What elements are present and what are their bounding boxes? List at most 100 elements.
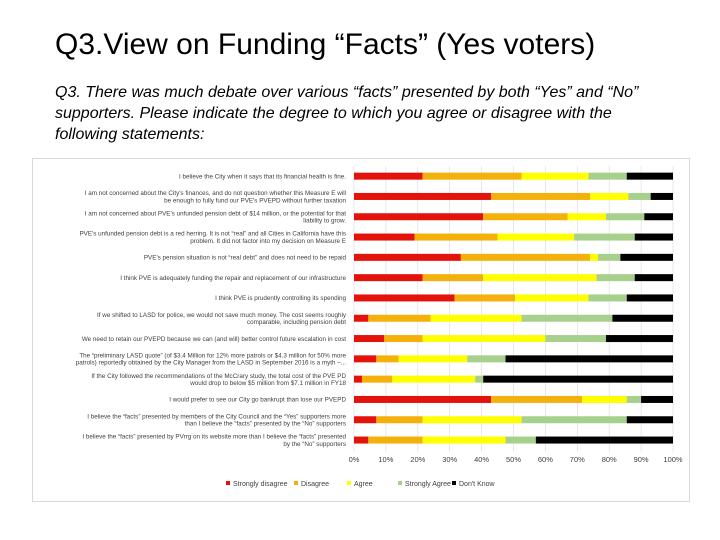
x-tick-label: 10%	[378, 455, 393, 464]
bar-segment	[606, 213, 645, 221]
bar-segment	[354, 253, 461, 261]
bar-segment	[588, 172, 627, 180]
bar-segment	[368, 314, 431, 322]
stacked-bar-chart: I believe the City when it says that its…	[76, 166, 683, 488]
bar-segment	[521, 416, 627, 424]
category-label: than I believe the “facts” presented by …	[185, 421, 346, 428]
bar-segment	[376, 416, 423, 424]
legend-swatch	[294, 481, 298, 485]
category-label: I believe the “facts” presented by membe…	[87, 413, 346, 420]
bar-segment	[354, 294, 455, 302]
bar-segment	[612, 314, 673, 322]
bar-segment	[497, 233, 575, 241]
bar-segment	[422, 172, 522, 180]
bar-segment	[588, 294, 627, 302]
category-label: We need to retain our PVEPD because we c…	[82, 336, 346, 343]
category-label: would drop to below $5 million from $7.1…	[189, 380, 346, 387]
legend-label: Agree	[354, 481, 373, 488]
category-label: by the “No” supporters	[283, 441, 346, 448]
bar-segment	[634, 274, 673, 282]
bar-segment	[354, 375, 362, 383]
bar-segment	[430, 314, 522, 322]
bar-segment	[414, 233, 498, 241]
x-tick-label: 40%	[474, 455, 489, 464]
category-label: I believe the City when it says that its…	[179, 173, 346, 180]
legend-label: Strongly disagree	[233, 481, 288, 488]
category-label: PVE's pension situation is not “real deb…	[144, 255, 347, 262]
bar-segment	[361, 375, 393, 383]
bar-segment	[545, 335, 607, 343]
bar-segment	[620, 253, 673, 261]
bar-segment	[641, 395, 673, 403]
bar-segment	[644, 213, 673, 221]
bar-segment	[650, 192, 673, 200]
bar-segment	[354, 355, 377, 363]
bar-segment	[483, 274, 597, 282]
legend-label: Disagree	[301, 481, 329, 488]
category-label: I think PVE is prudently controlling its…	[215, 295, 346, 302]
bar-segment	[354, 436, 369, 444]
x-tick-label: 30%	[442, 455, 457, 464]
bar-segment	[505, 355, 673, 363]
category-label: I think PVE is adequately funding the re…	[120, 275, 346, 282]
legend-label: Don't Know	[459, 481, 496, 488]
x-tick-label: 70%	[570, 455, 585, 464]
bar-segment	[596, 274, 635, 282]
legend-swatch	[452, 481, 456, 485]
category-label: I believe the “facts” presented by PVrrg…	[82, 434, 346, 441]
bar-segment	[626, 395, 642, 403]
legend-swatch	[398, 481, 402, 485]
bar-segment	[521, 172, 589, 180]
slide-subtitle: Q3. There was much debate over various “…	[55, 84, 639, 143]
bar-segment	[483, 213, 568, 221]
slide-title: Q3.View on Funding “Facts” (Yes voters)	[55, 28, 596, 61]
x-tick-label: 20%	[410, 455, 425, 464]
bar-segment	[582, 395, 627, 403]
bar-segment	[422, 436, 506, 444]
category-label: The “preliminary LASD quote” (of $3.4 Mi…	[79, 352, 346, 359]
category-label: comparable, including pension debt	[247, 319, 346, 326]
x-tick-label: 80%	[602, 455, 617, 464]
bar-segment	[376, 355, 399, 363]
bar-segment	[422, 274, 484, 282]
bar-segment	[354, 314, 369, 322]
category-label: If the City followed the recommendations…	[91, 373, 346, 380]
x-tick-label: 100%	[663, 455, 683, 464]
x-tick-label: 50%	[506, 455, 521, 464]
bar-segment	[505, 436, 536, 444]
bar-segment	[422, 416, 522, 424]
category-label: liability to grow.	[303, 218, 346, 225]
bar-segment	[574, 233, 635, 241]
x-tick-label: 60%	[538, 455, 553, 464]
bar-segment	[354, 192, 492, 200]
category-label: If we shifted to LASD for police, we wou…	[97, 312, 347, 319]
legend-swatch	[226, 481, 230, 485]
bar-segment	[626, 172, 673, 180]
category-label: PVE's unfunded pension debt is a red her…	[79, 231, 346, 238]
bar-segment	[598, 253, 621, 261]
bar-segment	[354, 233, 415, 241]
bar-segment	[392, 375, 476, 383]
category-label: I would prefer to see our City go bankru…	[169, 397, 346, 404]
bar-segment	[491, 395, 583, 403]
bar-segment	[475, 375, 484, 383]
bar-segment	[354, 172, 423, 180]
bar-segment	[634, 233, 673, 241]
x-tick-label: 90%	[634, 455, 649, 464]
bar-segment	[460, 253, 591, 261]
bar-segment	[590, 192, 629, 200]
category-label: be enough to fully fund our PVE's PVEPD …	[164, 197, 346, 204]
bar-segment	[535, 436, 673, 444]
bar-segment	[454, 294, 516, 302]
category-label: problem. It did not factor into my decis…	[190, 238, 346, 245]
bar-segment	[491, 192, 591, 200]
bar-segment	[368, 436, 423, 444]
bar-segment	[521, 314, 613, 322]
category-label: I am not concerned about the City's fina…	[85, 190, 346, 197]
legend-swatch	[347, 481, 351, 485]
bar-segment	[422, 335, 546, 343]
bar-segment	[590, 253, 599, 261]
bar-segment	[354, 416, 377, 424]
category-label: I am not concerned about PVE's unfunded …	[85, 210, 347, 217]
bar-segment	[606, 335, 673, 343]
